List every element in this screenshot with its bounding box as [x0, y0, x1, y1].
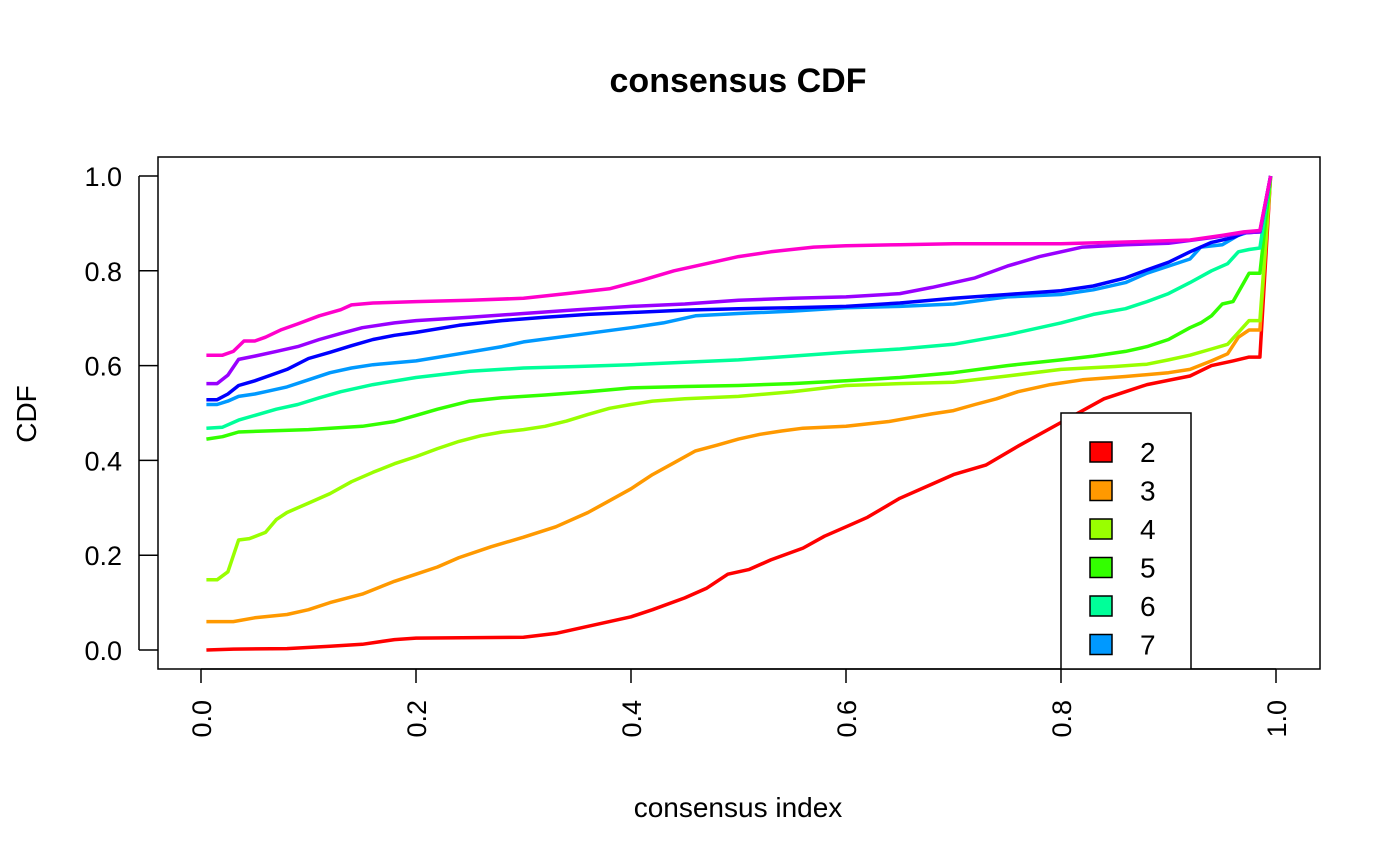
- series-line-7: [206, 175, 1273, 407]
- legend-label: 7: [1140, 630, 1156, 661]
- y-tick-label: 1.0: [84, 162, 122, 192]
- series-line-10: [206, 175, 1273, 357]
- x-axis-label: consensus index: [634, 792, 843, 823]
- legend-swatch: [1089, 518, 1113, 540]
- x-tick-label: 0.8: [1047, 700, 1077, 738]
- legend-label: 3: [1140, 476, 1156, 507]
- series-line-4: [206, 175, 1273, 582]
- x-tick-label: 0.4: [617, 700, 647, 738]
- legend-label: 6: [1140, 591, 1156, 622]
- series-line-2: [206, 175, 1273, 652]
- y-tick-label: 0.2: [84, 541, 122, 571]
- legend-box: [1060, 412, 1192, 669]
- legend-swatch: [1089, 556, 1113, 579]
- series-line-8: [206, 175, 1273, 402]
- series-line-9: [206, 175, 1273, 386]
- series-layer: [206, 175, 1273, 652]
- legend: 2 3 4 5 6 7: [1060, 412, 1192, 669]
- y-tick-label: 0.4: [84, 446, 122, 476]
- legend-swatch: [1089, 441, 1113, 463]
- legend-swatch: [1089, 479, 1113, 502]
- plot-frame: [157, 156, 1321, 670]
- x-tick-label: 0.2: [402, 700, 432, 738]
- x-axis: 0.0 0.2 0.4 0.6 0.8 1.0: [187, 668, 1292, 738]
- series-line-5: [206, 175, 1273, 441]
- y-tick-label: 0.8: [84, 257, 122, 287]
- y-axis: 0.0 0.2 0.4 0.6 0.8 1.0: [84, 162, 158, 666]
- legend-label: 4: [1140, 514, 1156, 545]
- x-tick-label: 0.0: [187, 700, 217, 738]
- legend-swatch: [1089, 595, 1113, 617]
- legend-swatch: [1089, 633, 1113, 656]
- chart-title: consensus CDF: [610, 62, 867, 100]
- legend-label: 5: [1140, 553, 1156, 584]
- y-tick-label: 0.6: [84, 352, 122, 382]
- x-tick-label: 1.0: [1262, 700, 1292, 738]
- y-axis-label: CDF: [11, 385, 42, 443]
- legend-label: 2: [1140, 437, 1156, 468]
- x-tick-label: 0.6: [832, 700, 862, 738]
- series-line-3: [206, 175, 1273, 624]
- y-tick-label: 0.0: [84, 636, 122, 666]
- series-line-6: [206, 175, 1273, 430]
